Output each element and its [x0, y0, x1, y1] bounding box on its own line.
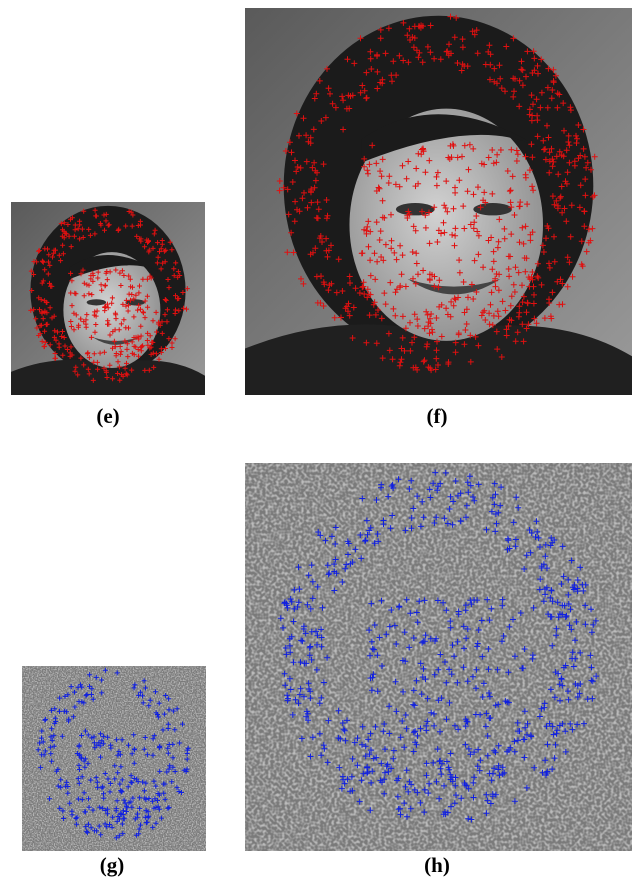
panel-label: (h): [424, 853, 450, 877]
image-f: [245, 8, 632, 395]
image-g: [22, 666, 206, 851]
panel-label: (e): [96, 404, 119, 428]
panel-label: (f): [427, 404, 448, 428]
panel-label: (g): [100, 853, 125, 877]
page: (e) (f) (g) (h) (() => { const data = JS…: [0, 0, 633, 880]
figure: (e) (f) (g) (h): [0, 0, 633, 880]
image-h: [245, 463, 632, 851]
